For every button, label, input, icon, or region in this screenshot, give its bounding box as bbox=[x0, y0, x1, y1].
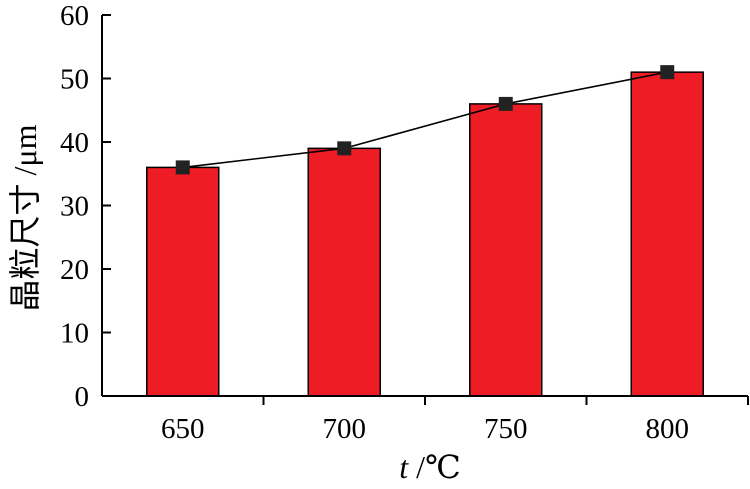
x-axis-label-unit: /℃ bbox=[408, 449, 461, 484]
bar-700 bbox=[307, 147, 381, 397]
y-tick-labels: 0 10 20 30 40 50 60 bbox=[60, 0, 89, 413]
trend-line bbox=[182, 71, 668, 169]
line-marker-650 bbox=[175, 160, 190, 175]
x-axis-label-variable: t bbox=[399, 449, 409, 484]
trend-line-group bbox=[175, 65, 675, 175]
y-tick-label-60: 60 bbox=[60, 0, 89, 32]
y-tick-label-50: 50 bbox=[60, 64, 89, 96]
y-tick-label-40: 40 bbox=[60, 127, 89, 159]
x-tick-labels: 650 700 750 800 bbox=[161, 413, 689, 445]
x-tick-label-750: 750 bbox=[484, 413, 528, 445]
x-tick-label-700: 700 bbox=[323, 413, 367, 445]
bar-800 bbox=[630, 71, 704, 397]
x-tick-label-800: 800 bbox=[646, 413, 690, 445]
y-tick-label-30: 30 bbox=[60, 191, 89, 223]
y-tick-label-20: 20 bbox=[60, 254, 89, 286]
x-axis-label: t /℃ bbox=[399, 449, 461, 484]
bar-group bbox=[146, 71, 704, 397]
line-marker-750 bbox=[498, 96, 513, 111]
bar-750 bbox=[469, 103, 543, 397]
y-axis-label: 晶粒尺寸 /μm bbox=[7, 124, 43, 311]
x-tick-label-650: 650 bbox=[161, 413, 205, 445]
y-tick-label-0: 0 bbox=[75, 381, 90, 413]
line-marker-700 bbox=[337, 141, 352, 156]
bar-650 bbox=[146, 166, 220, 397]
y-tick-label-10: 10 bbox=[60, 318, 89, 350]
axes-group bbox=[101, 14, 749, 405]
line-marker-800 bbox=[660, 65, 675, 80]
